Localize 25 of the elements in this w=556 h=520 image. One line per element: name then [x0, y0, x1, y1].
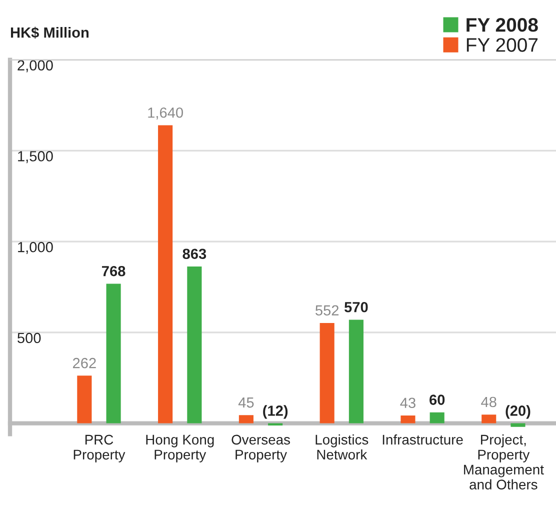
x-tick-label: Overseas Property: [232, 434, 290, 462]
legend-label: FY 2008: [466, 18, 538, 32]
data-label: 262: [72, 358, 96, 368]
x-tick-label: PRC Property: [74, 434, 126, 462]
y-tick-label: 500: [18, 332, 41, 344]
x-tick-label: Logistics Network: [316, 434, 368, 460]
y-axis-title: HK$ Million: [10, 26, 88, 39]
y-tick-label: 2,000: [18, 60, 53, 72]
data-label: 45: [238, 398, 254, 408]
y-tick-label: 1,000: [18, 242, 53, 254]
data-label: 48: [481, 396, 496, 408]
y-tick-label: 1,500: [18, 151, 53, 164]
data-label: 570: [344, 302, 368, 312]
legend-label: FY 2007: [466, 38, 538, 52]
data-label: 43: [400, 398, 416, 408]
data-label: 863: [182, 248, 206, 260]
x-tick-label: Project, Property Management and Others: [464, 434, 544, 490]
data-label: 552: [316, 305, 339, 316]
data-label: (20): [506, 405, 530, 419]
data-label: 60: [430, 394, 445, 405]
x-tick-label: Hong Kong Property: [146, 434, 214, 462]
x-tick-label: Infrastructure: [382, 434, 463, 445]
data-label: (12): [263, 405, 288, 419]
data-label: 1,640: [148, 107, 183, 120]
data-label: 768: [102, 266, 126, 276]
